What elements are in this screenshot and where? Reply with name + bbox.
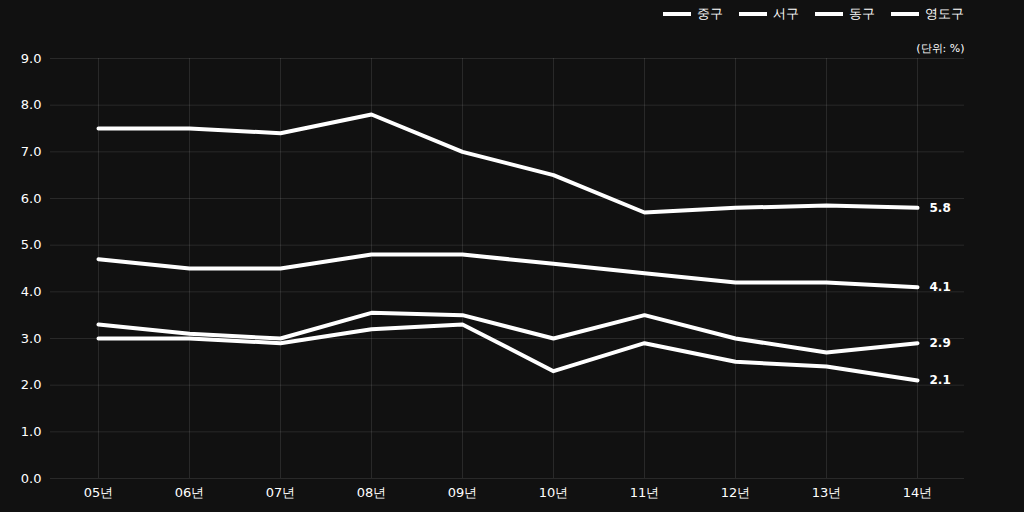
- svg-text:9.0: 9.0: [21, 51, 42, 66]
- svg-text:13년: 13년: [812, 485, 842, 500]
- svg-text:10년: 10년: [539, 485, 569, 500]
- svg-text:11년: 11년: [630, 485, 660, 500]
- svg-text:2.9: 2.9: [930, 336, 951, 350]
- svg-text:2.1: 2.1: [930, 373, 951, 387]
- svg-text:7.0: 7.0: [21, 144, 42, 159]
- svg-text:2.0: 2.0: [21, 377, 42, 392]
- svg-text:4.1: 4.1: [930, 280, 951, 294]
- svg-text:6.0: 6.0: [21, 191, 42, 206]
- svg-text:8.0: 8.0: [21, 97, 42, 112]
- svg-text:1.0: 1.0: [21, 424, 42, 439]
- html-text:동구: 동구: [849, 6, 875, 21]
- svg-text:08년: 08년: [357, 485, 387, 500]
- html-text:중구: 중구: [697, 6, 723, 21]
- svg-text:5.8: 5.8: [930, 201, 951, 215]
- svg-text:5.0: 5.0: [21, 237, 42, 252]
- svg-text:(단위: %): (단위: %): [916, 42, 964, 55]
- svg-text:07년: 07년: [266, 485, 296, 500]
- svg-text:4.0: 4.0: [21, 284, 42, 299]
- svg-text:09년: 09년: [448, 485, 478, 500]
- svg-text:12년: 12년: [721, 485, 751, 500]
- svg-text:06년: 06년: [175, 485, 205, 500]
- svg-text:0.0: 0.0: [21, 471, 42, 486]
- svg-text:14년: 14년: [903, 485, 933, 500]
- html-text:영도구: 영도구: [925, 6, 964, 21]
- svg-text:05년: 05년: [84, 485, 114, 500]
- html-text:서구: 서구: [773, 6, 799, 21]
- svg-text:3.0: 3.0: [21, 331, 42, 346]
